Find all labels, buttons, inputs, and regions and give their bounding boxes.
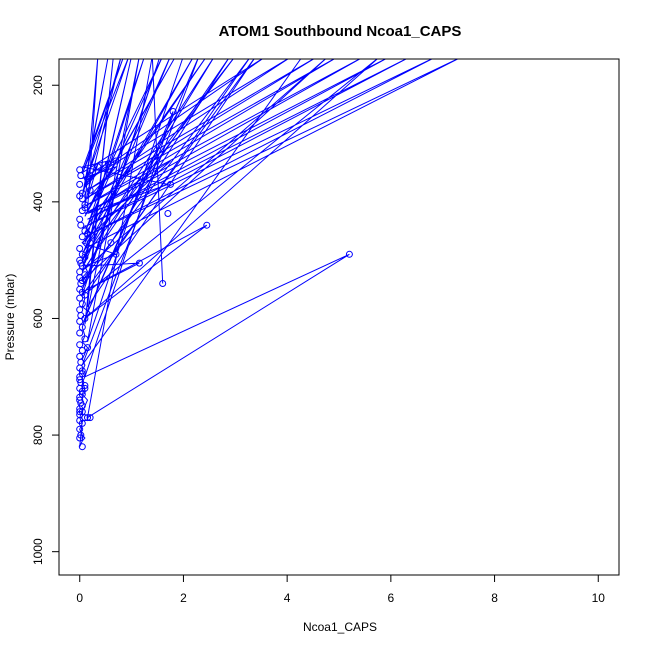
data-point	[86, 172, 94, 180]
x-tick-label: 6	[388, 591, 395, 605]
x-axis-label: Ncoa1_CAPS	[303, 620, 377, 634]
data-point	[112, 157, 120, 165]
data-point	[76, 166, 84, 174]
plot-data-area	[76, 59, 459, 451]
data-point	[78, 402, 86, 410]
data-point	[77, 172, 85, 180]
data-point	[86, 186, 94, 194]
data-point	[78, 443, 86, 451]
data-point	[76, 408, 84, 416]
data-point	[78, 323, 86, 331]
data-point	[94, 163, 102, 171]
data-point	[76, 329, 84, 337]
data-point	[81, 414, 89, 422]
data-point	[164, 210, 172, 217]
data-point	[78, 300, 86, 308]
data-point	[81, 335, 89, 343]
data-point	[81, 291, 89, 299]
y-tick-label: 400	[31, 192, 45, 212]
y-tick-label: 1000	[31, 538, 45, 565]
data-point	[81, 384, 89, 392]
data-point	[167, 180, 174, 188]
data-point	[77, 221, 85, 229]
data-point	[76, 317, 84, 325]
data-point	[86, 239, 94, 247]
x-tick-label: 10	[592, 591, 606, 605]
data-point	[78, 367, 86, 375]
data-point	[203, 221, 211, 229]
data-point	[76, 352, 84, 360]
data-point	[84, 414, 91, 422]
data-point	[345, 250, 353, 258]
plot-border	[58, 58, 620, 576]
data-point	[135, 259, 143, 267]
y-axis: 200 400 600 800 1000	[31, 75, 60, 565]
data-point	[78, 419, 86, 427]
y-tick-label: 200	[31, 75, 45, 95]
data-point	[81, 253, 89, 261]
data-point	[81, 271, 89, 279]
data-point	[86, 414, 94, 422]
data-point	[84, 230, 91, 238]
data-point	[78, 233, 86, 241]
data-point	[78, 262, 86, 270]
data-point	[76, 180, 84, 188]
series-line-2	[81, 59, 459, 366]
data-point	[159, 280, 167, 287]
x-tick-label: 2	[180, 591, 187, 605]
y-axis-label: Pressure (mbar)	[3, 274, 17, 361]
data-point	[76, 341, 84, 349]
x-tick-label: 4	[284, 591, 291, 605]
data-point	[78, 195, 86, 203]
data-point	[78, 390, 86, 398]
data-point	[76, 306, 84, 314]
x-tick-label: 0	[76, 591, 83, 605]
data-point	[104, 160, 112, 168]
data-point	[77, 312, 85, 319]
data-point	[78, 347, 86, 354]
data-point	[81, 315, 89, 322]
y-tick-label: 600	[31, 308, 45, 328]
chart-title: ATOM1 Southbound Ncoa1_CAPS	[219, 23, 462, 40]
data-point	[81, 201, 89, 209]
data-point	[81, 204, 89, 212]
data-point	[76, 215, 84, 223]
x-tick-label: 8	[491, 591, 498, 605]
data-point	[112, 250, 120, 258]
data-point	[77, 379, 85, 387]
data-point	[76, 396, 84, 404]
data-point	[76, 245, 84, 252]
data-point	[169, 108, 177, 115]
data-point	[107, 239, 115, 247]
data-point	[76, 294, 84, 302]
x-axis: 0 2 4 6 8 10	[76, 574, 606, 605]
data-point	[84, 344, 91, 352]
y-tick-label: 800	[31, 425, 45, 445]
data-point	[76, 434, 84, 442]
